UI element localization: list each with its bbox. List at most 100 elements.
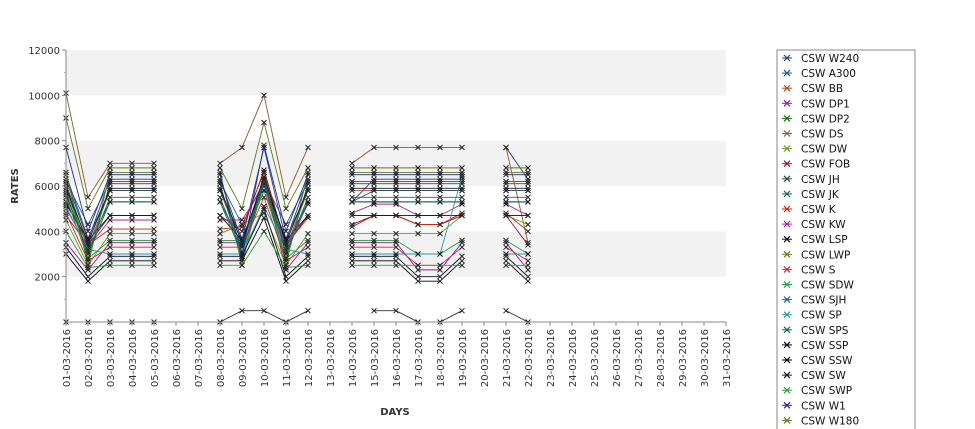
data-point <box>129 253 135 260</box>
series-line <box>351 147 462 164</box>
data-point <box>371 144 377 151</box>
series-line <box>352 176 463 255</box>
data-point <box>415 273 421 280</box>
data-point <box>283 255 289 262</box>
data-point <box>371 187 377 194</box>
data-point <box>503 169 509 176</box>
data-point <box>151 217 157 223</box>
grid-band <box>66 140 726 186</box>
data-point <box>371 194 377 201</box>
data-point <box>525 228 531 235</box>
series <box>63 176 531 257</box>
data-point <box>503 187 509 194</box>
data-point <box>393 237 399 244</box>
legend-label: CSW SW <box>801 370 846 382</box>
data-point <box>371 165 377 171</box>
data-point <box>415 194 421 201</box>
data-point <box>151 160 157 167</box>
x-tick-label: 23-03-2016 <box>546 329 557 387</box>
data-point <box>503 201 509 207</box>
data-point <box>349 262 355 269</box>
data-point <box>393 144 399 151</box>
grid-band <box>66 50 726 96</box>
data-point <box>503 253 509 260</box>
series <box>63 194 531 269</box>
legend-item: CSW LWP <box>782 249 850 261</box>
series-line <box>352 260 463 282</box>
data-point <box>261 142 267 149</box>
data-point <box>85 228 91 235</box>
legend-label: CSW W1 <box>801 400 846 412</box>
data-point <box>129 185 135 192</box>
data-point <box>415 251 421 257</box>
data-point <box>437 230 443 237</box>
data-point <box>393 180 399 187</box>
data-point <box>129 187 135 194</box>
data-point <box>371 244 377 251</box>
data-point <box>239 251 245 257</box>
data-point <box>129 171 135 178</box>
x-tick-label: 26-03-2016 <box>612 329 623 387</box>
series-line <box>505 310 529 323</box>
data-point <box>437 194 443 201</box>
data-point <box>525 171 531 178</box>
data-point <box>349 165 355 171</box>
data-point <box>283 228 289 235</box>
series-line <box>505 260 529 282</box>
data-point <box>349 160 355 167</box>
x-tick-label: 14-03-2016 <box>348 329 359 387</box>
data-point <box>393 251 399 257</box>
legend-label: CSW DW <box>801 144 848 156</box>
data-point <box>415 278 421 285</box>
data-point <box>415 185 421 192</box>
data-point <box>217 199 223 205</box>
data-point <box>393 165 399 171</box>
data-point <box>349 171 355 178</box>
data-point <box>261 205 267 212</box>
data-point <box>525 185 531 192</box>
data-point <box>239 223 245 230</box>
data-point <box>415 176 421 183</box>
legend-item: CSW SW <box>782 370 846 382</box>
data-point <box>349 251 355 257</box>
data-point <box>217 257 223 264</box>
data-point <box>107 199 113 205</box>
data-point <box>217 171 223 178</box>
legend-label: CSW SJH <box>801 295 846 307</box>
y-tick-label: 2000 <box>35 273 60 284</box>
data-point <box>129 257 135 264</box>
data-point <box>437 180 443 187</box>
data-point <box>525 251 531 257</box>
legend-label: CSW SSW <box>801 355 853 367</box>
legend-label: CSW W240 <box>801 53 859 65</box>
legend-item: CSW LSP <box>782 234 848 246</box>
data-point <box>371 230 377 237</box>
legend-item: CSW SSW <box>782 355 853 367</box>
data-point <box>503 262 509 269</box>
data-point <box>239 205 245 212</box>
data-point <box>107 262 113 269</box>
series <box>63 174 531 246</box>
data-point <box>371 178 377 185</box>
data-point <box>459 257 465 264</box>
series-line <box>351 178 462 203</box>
y-tick-label: 12000 <box>28 46 60 57</box>
data-point <box>283 273 289 280</box>
x-tick-label: 20-03-2016 <box>480 329 491 387</box>
data-point <box>217 185 223 192</box>
data-point <box>437 212 443 219</box>
data-point <box>437 278 443 285</box>
data-point <box>129 212 135 219</box>
data-point <box>107 217 113 223</box>
data-point <box>459 185 465 192</box>
data-point <box>239 144 245 151</box>
data-point <box>305 214 311 221</box>
data-point <box>393 185 399 192</box>
legend: CSW W240 CSW A300 CSW BB CSW DP1 CSW DP2 CSW … <box>776 49 916 429</box>
data-point <box>393 178 399 185</box>
data-point <box>371 201 377 207</box>
legend-item: CSW KW <box>782 219 846 231</box>
series <box>63 205 531 280</box>
data-point <box>129 239 135 246</box>
data-point <box>459 169 465 176</box>
